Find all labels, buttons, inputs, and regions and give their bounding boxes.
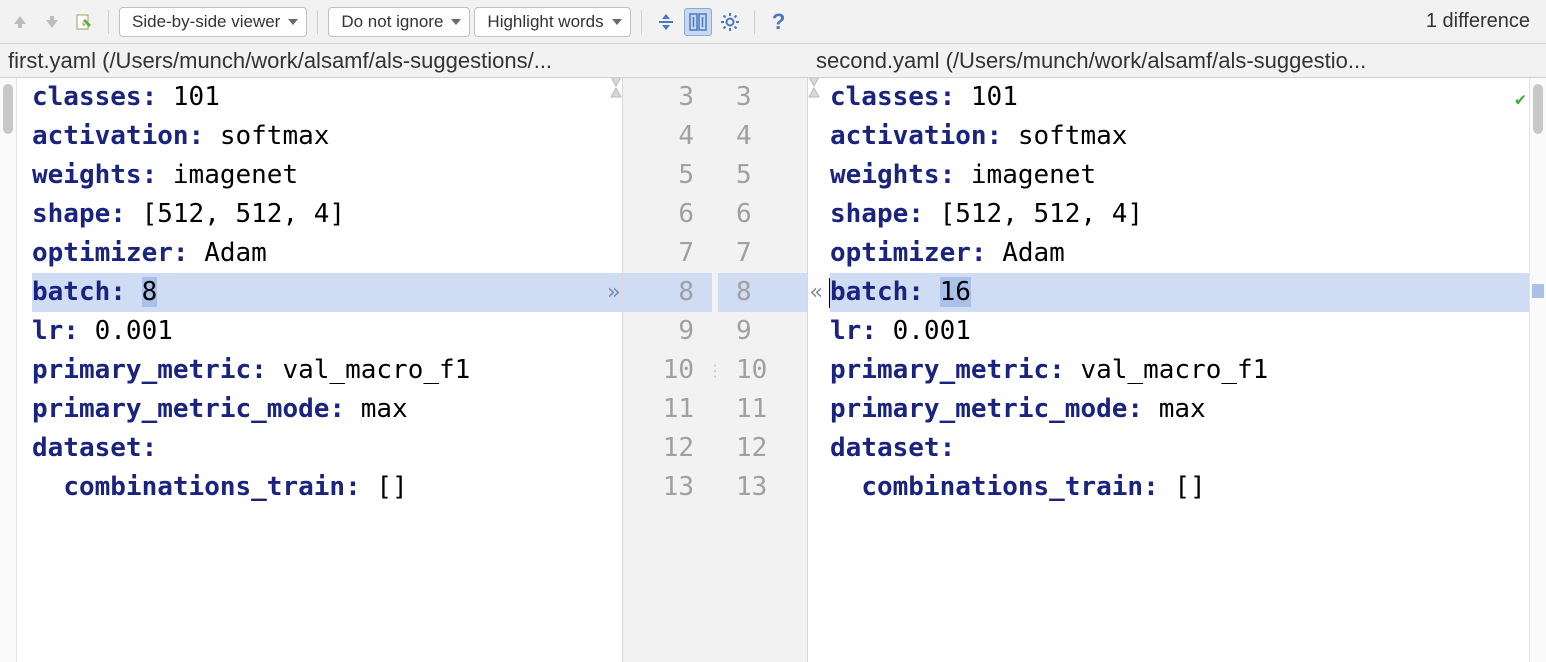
- line-number: 5: [623, 156, 694, 195]
- code-line[interactable]: dataset:: [830, 429, 1546, 468]
- code-line[interactable]: optimizer: Adam: [830, 234, 1546, 273]
- line-number: 5: [736, 156, 807, 195]
- toolbar-separator: [108, 10, 109, 34]
- line-number: 7: [736, 234, 807, 273]
- line-number-gutter: 345678»910111213 ⋮ 345678«910111213: [622, 78, 808, 662]
- right-pane[interactable]: ✔ classes: 101activation: softmaxweights…: [808, 78, 1546, 662]
- code-line[interactable]: lr: 0.001: [830, 312, 1546, 351]
- code-line[interactable]: shape: [512, 512, 4]: [830, 195, 1546, 234]
- toolbar-separator: [754, 10, 755, 34]
- code-line[interactable]: primary_metric_mode: max: [32, 390, 622, 429]
- line-number: 4: [623, 117, 694, 156]
- code-line[interactable]: primary_metric: val_macro_f1: [830, 351, 1546, 390]
- ignore-mode-select[interactable]: Do not ignore: [328, 7, 470, 37]
- code-line[interactable]: batch: 8: [32, 273, 622, 312]
- viewer-mode-label: Side-by-side viewer: [132, 12, 280, 32]
- code-line[interactable]: activation: softmax: [32, 117, 622, 156]
- line-number: 8»: [623, 273, 712, 312]
- diff-area: ✔ classes: 101activation: softmaxweights…: [0, 78, 1546, 662]
- line-number: 9: [736, 312, 807, 351]
- ignore-mode-label: Do not ignore: [341, 12, 443, 32]
- code-line[interactable]: combinations_train: []: [830, 468, 1546, 507]
- code-line[interactable]: classes: 101: [830, 78, 1546, 117]
- code-line[interactable]: shape: [512, 512, 4]: [32, 195, 622, 234]
- sync-scroll-button[interactable]: [684, 8, 712, 36]
- diff-marker[interactable]: [1532, 284, 1544, 298]
- toolbar-separator: [317, 10, 318, 34]
- next-diff-button[interactable]: [38, 8, 66, 36]
- left-scrollbar[interactable]: [0, 78, 17, 662]
- diff-count-status: 1 difference: [1426, 10, 1540, 33]
- chevron-down-icon: [612, 19, 622, 25]
- settings-button[interactable]: [716, 8, 744, 36]
- fold-handle-icon[interactable]: [610, 78, 622, 98]
- toolbar-separator: [641, 10, 642, 34]
- line-number: 4: [736, 117, 807, 156]
- apply-right-icon[interactable]: »: [607, 273, 620, 312]
- chevron-down-icon: [451, 19, 461, 25]
- line-number: 7: [623, 234, 694, 273]
- highlight-mode-label: Highlight words: [487, 12, 603, 32]
- line-number: 12: [736, 429, 807, 468]
- highlight-mode-select[interactable]: Highlight words: [474, 7, 630, 37]
- line-number: 3: [623, 78, 694, 117]
- code-line[interactable]: weights: imagenet: [830, 156, 1546, 195]
- code-line[interactable]: dataset:: [32, 429, 622, 468]
- prev-diff-button[interactable]: [6, 8, 34, 36]
- code-line[interactable]: primary_metric_mode: max: [830, 390, 1546, 429]
- code-line[interactable]: combinations_train: []: [32, 468, 622, 507]
- line-number: 11: [623, 390, 694, 429]
- right-file-title: second.yaml (/Users/munch/work/alsamf/al…: [808, 44, 1546, 77]
- line-number: 9: [623, 312, 694, 351]
- edit-source-button[interactable]: [70, 8, 98, 36]
- line-number: 10: [736, 351, 807, 390]
- code-line[interactable]: weights: imagenet: [32, 156, 622, 195]
- line-number: 13: [623, 468, 694, 507]
- left-pane[interactable]: ✔ classes: 101activation: softmaxweights…: [0, 78, 622, 662]
- chevron-down-icon: [288, 19, 298, 25]
- code-line[interactable]: classes: 101: [32, 78, 622, 117]
- line-number: 12: [623, 429, 694, 468]
- code-line[interactable]: lr: 0.001: [32, 312, 622, 351]
- help-button[interactable]: ?: [765, 8, 793, 36]
- right-scrollbar[interactable]: [1529, 78, 1546, 662]
- line-number: 10: [623, 351, 694, 390]
- line-number: 8«: [718, 273, 807, 312]
- line-number: 6: [736, 195, 807, 234]
- code-line[interactable]: batch: 16: [830, 273, 1546, 312]
- code-line[interactable]: optimizer: Adam: [32, 234, 622, 273]
- viewer-mode-select[interactable]: Side-by-side viewer: [119, 7, 307, 37]
- left-file-title: first.yaml (/Users/munch/work/alsamf/als…: [0, 44, 808, 77]
- file-headers: first.yaml (/Users/munch/work/alsamf/als…: [0, 44, 1546, 78]
- diff-toolbar: Side-by-side viewer Do not ignore Highli…: [0, 0, 1546, 44]
- line-number: 6: [623, 195, 694, 234]
- line-number: 3: [736, 78, 807, 117]
- line-number: 11: [736, 390, 807, 429]
- line-number: 13: [736, 468, 807, 507]
- text-caret: [829, 278, 830, 308]
- fold-handle-icon[interactable]: [808, 78, 820, 98]
- collapse-unchanged-button[interactable]: [652, 8, 680, 36]
- code-line[interactable]: activation: softmax: [830, 117, 1546, 156]
- code-line[interactable]: primary_metric: val_macro_f1: [32, 351, 622, 390]
